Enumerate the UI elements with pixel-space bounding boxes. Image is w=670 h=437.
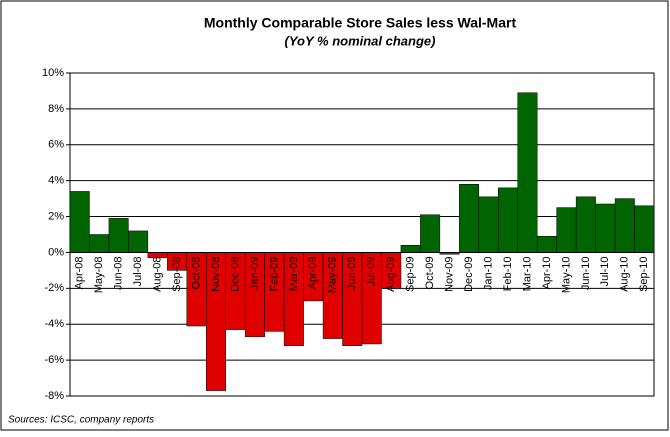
y-tick-label: 10% xyxy=(42,67,64,79)
y-tick-label: 0% xyxy=(48,246,64,258)
x-tick-label: Jul-10 xyxy=(599,256,611,286)
x-tick-label: Sep-10 xyxy=(638,256,650,291)
bar xyxy=(498,187,518,253)
bar xyxy=(69,191,90,253)
y-tick-label: 4% xyxy=(48,175,64,187)
bar xyxy=(459,184,480,253)
x-tick-label: Apr-10 xyxy=(541,256,553,289)
x-tick-label: Mar-10 xyxy=(521,256,533,291)
bar xyxy=(517,92,538,253)
bar xyxy=(614,198,635,253)
bar xyxy=(478,196,499,253)
x-tick-label: Jan-09 xyxy=(249,256,261,290)
source-note: Sources: ICSC, company reports xyxy=(8,415,154,426)
x-tick-label: Aug-10 xyxy=(619,256,631,291)
chart-title: Monthly Comparable Store Sales less Wal-… xyxy=(204,15,517,31)
bar xyxy=(420,214,441,253)
x-tick-label: Jun-08 xyxy=(113,256,125,290)
x-tick-label: Aug-08 xyxy=(152,256,164,291)
x-tick-label: Sep-08 xyxy=(171,256,183,291)
y-tick-label: 6% xyxy=(48,139,64,151)
x-tick-label: Feb-10 xyxy=(502,256,514,291)
x-tick-label: Jun-09 xyxy=(346,256,358,290)
x-tick-label: May-09 xyxy=(327,256,339,293)
x-tick-label: Apr-08 xyxy=(74,256,86,289)
y-tick-label: 2% xyxy=(48,210,64,222)
y-tick-label: 8% xyxy=(48,103,64,115)
y-tick-label: -6% xyxy=(44,354,64,366)
bar xyxy=(400,245,421,253)
bar xyxy=(634,205,655,253)
bar xyxy=(89,234,110,253)
chart-subtitle: (YoY % nominal change) xyxy=(285,33,436,48)
x-tick-label: Dec-09 xyxy=(463,256,475,291)
y-tick-label: -8% xyxy=(44,390,64,402)
x-tick-label: May-10 xyxy=(560,256,572,293)
x-tick-label: Oct-08 xyxy=(190,256,202,289)
x-tick-label: Apr-09 xyxy=(307,256,319,289)
x-tick-label: Sep-09 xyxy=(405,256,417,291)
bar xyxy=(128,230,149,253)
bar xyxy=(595,203,616,253)
x-tick-label: Mar-09 xyxy=(288,256,300,291)
x-tick-label: Oct-09 xyxy=(424,256,436,289)
bar xyxy=(556,207,577,253)
x-tick-label: Nov-09 xyxy=(444,256,456,291)
x-tick-label: Aug-09 xyxy=(385,256,397,291)
bar xyxy=(575,196,596,253)
x-tick-label: Jun-10 xyxy=(580,256,592,290)
y-tick-label: -4% xyxy=(44,318,64,330)
x-tick-label: May-08 xyxy=(93,256,105,293)
x-tick-label: Feb-09 xyxy=(268,256,280,291)
x-tick-label: Jan-10 xyxy=(482,256,494,290)
y-tick-label: -2% xyxy=(44,282,64,294)
x-tick-label: Jul-08 xyxy=(132,256,144,286)
x-tick-label: Dec-08 xyxy=(229,256,241,291)
x-tick-label: Nov-08 xyxy=(210,256,222,291)
bar xyxy=(536,236,557,253)
bar xyxy=(108,218,129,253)
x-tick-label: Jul-09 xyxy=(366,256,378,286)
